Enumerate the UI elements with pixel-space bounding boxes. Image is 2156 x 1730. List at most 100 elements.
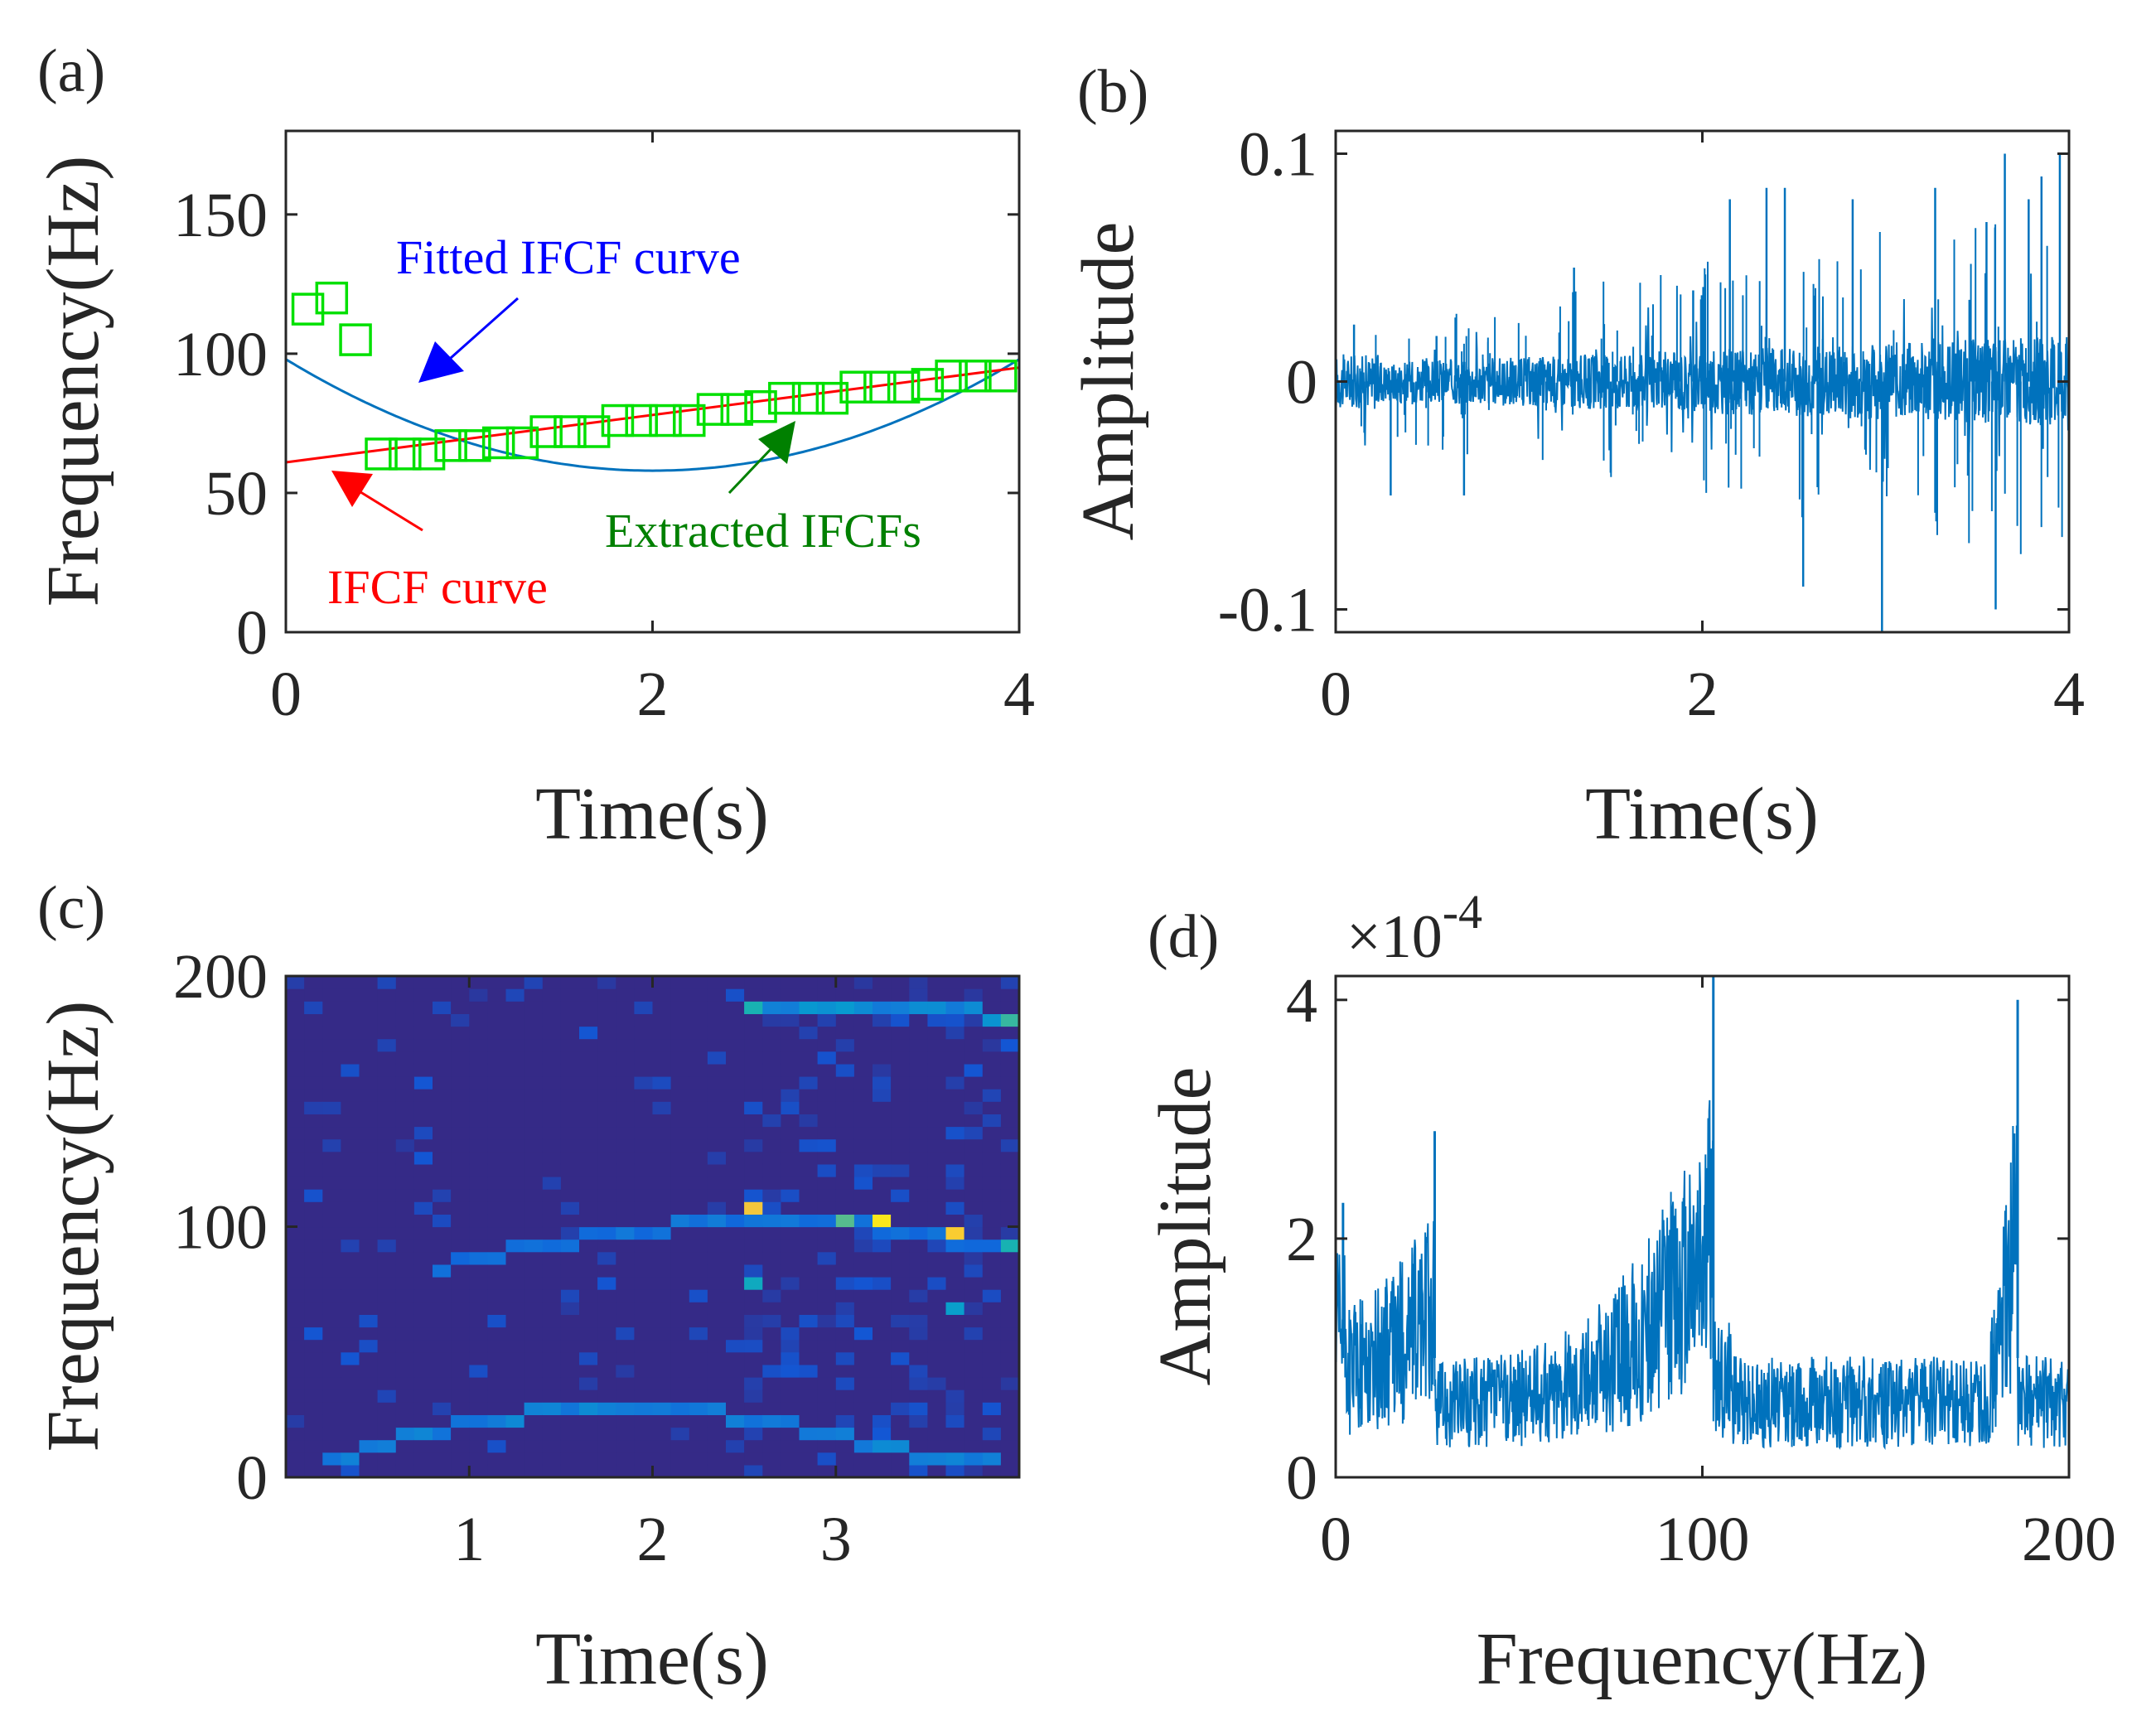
extracted-ifcf-marker — [959, 360, 992, 393]
heatmap-cell — [873, 1364, 892, 1378]
heatmap-cell — [579, 1138, 598, 1153]
heatmap-cell — [964, 1163, 984, 1177]
heatmap-cell — [469, 1351, 488, 1365]
heatmap-cell — [413, 988, 433, 1002]
heatmap-cell — [1000, 1063, 1020, 1077]
heatmap-cell — [377, 1452, 397, 1466]
heatmap-cell — [873, 988, 892, 1002]
heatmap-cell — [799, 1189, 819, 1202]
heatmap-cell — [304, 1038, 323, 1052]
heatmap-cell — [909, 1239, 928, 1253]
panel-d-ylabel: Amplitude — [1144, 1067, 1226, 1386]
heatmap-cell — [982, 1326, 1002, 1341]
heatmap-cell — [781, 1377, 800, 1390]
heatmap-cell — [744, 1452, 763, 1466]
heatmap-cell — [799, 1289, 819, 1302]
heatmap-cell — [542, 1402, 562, 1415]
heatmap-cell — [579, 976, 598, 989]
heatmap-cell — [744, 1339, 763, 1353]
heatmap-cell — [781, 1226, 800, 1240]
heatmap-cell — [982, 1138, 1002, 1153]
heatmap-cell — [799, 1389, 819, 1403]
heatmap-cell — [377, 1151, 397, 1165]
heatmap-cell — [799, 1013, 819, 1027]
heatmap-cell — [377, 1239, 397, 1253]
heatmap-cell — [524, 1114, 544, 1128]
heatmap-cell — [873, 1226, 892, 1240]
panel-d-xlabel: Frequency(Hz) — [1477, 1618, 1928, 1700]
heatmap-cell — [359, 1177, 379, 1190]
heatmap-cell — [395, 976, 415, 989]
heatmap-cell — [982, 1063, 1002, 1077]
heatmap-cell — [873, 1076, 892, 1090]
heatmap-cell — [634, 1377, 654, 1390]
heatmap-cell — [891, 1114, 910, 1128]
heatmap-cell — [817, 1402, 837, 1415]
heatmap-cell — [560, 1351, 580, 1365]
heatmap-cell — [359, 1089, 379, 1102]
extracted-ifcf-marker — [505, 426, 539, 460]
heatmap-cell — [652, 1226, 672, 1240]
heatmap-cell — [781, 1013, 800, 1027]
heatmap-cell — [616, 988, 635, 1002]
heatmap-cell — [469, 1364, 488, 1378]
heatmap-cell — [304, 1402, 323, 1415]
heatmap-cell — [560, 1189, 580, 1202]
heatmap-cell — [505, 1151, 525, 1165]
heatmap-cell — [927, 1377, 947, 1390]
heatmap-cell — [927, 1351, 947, 1365]
heatmap-cell — [670, 1402, 690, 1415]
heatmap-cell — [689, 1214, 708, 1228]
heatmap-cell — [487, 1138, 507, 1153]
heatmap-cell — [744, 1114, 763, 1128]
heatmap-cell — [835, 1114, 855, 1128]
heatmap-cell — [726, 1377, 745, 1390]
heatmap-cell — [304, 1189, 323, 1202]
heatmap-cell — [853, 1226, 873, 1240]
heatmap-cell — [487, 1439, 507, 1453]
heatmap-cell — [799, 1038, 819, 1052]
heatmap-cell — [670, 1452, 690, 1466]
heatmap-cell — [433, 1427, 452, 1441]
heatmap-cell — [762, 1051, 781, 1065]
heatmap-cell — [377, 1163, 397, 1177]
heatmap-cell — [433, 1214, 452, 1228]
heatmap-cell — [982, 1201, 1002, 1215]
heatmap-cell — [286, 1351, 305, 1365]
heatmap-cell — [542, 1076, 562, 1090]
heatmap-cell — [762, 1126, 781, 1140]
heatmap-cell — [873, 1126, 892, 1140]
heatmap-cell — [616, 1251, 635, 1265]
heatmap-cell — [927, 1189, 947, 1202]
heatmap-cell — [341, 1439, 360, 1453]
heatmap-cell — [927, 1177, 947, 1190]
heatmap-cell — [927, 1026, 947, 1040]
heatmap-cell — [835, 1251, 855, 1265]
heatmap-cell — [927, 1013, 947, 1027]
panel-a-xtick-label: 4 — [1003, 660, 1035, 729]
heatmap-cell — [341, 1339, 360, 1353]
heatmap-cell — [817, 1189, 837, 1202]
heatmap-cell — [579, 1427, 598, 1441]
heatmap-cell — [853, 1214, 873, 1228]
heatmap-cell — [707, 1439, 727, 1453]
heatmap-cell — [927, 1452, 947, 1466]
heatmap-cell — [853, 1377, 873, 1390]
heatmap-cell — [322, 1302, 341, 1315]
heatmap-cell — [817, 1126, 837, 1140]
heatmap-cell — [433, 1389, 452, 1403]
panel-d-label: (d) — [1148, 903, 1219, 971]
heatmap-cell — [341, 1177, 360, 1190]
heatmap-cell — [781, 1126, 800, 1140]
heatmap-cell — [560, 1251, 580, 1265]
heatmap-cell — [762, 1264, 781, 1278]
heatmap-cell — [469, 1326, 488, 1341]
heatmap-cell — [652, 988, 672, 1002]
heatmap-cell — [505, 1277, 525, 1290]
arrow-fitted — [418, 297, 519, 383]
heatmap-cell — [487, 1302, 507, 1315]
heatmap-cell — [726, 1314, 745, 1328]
heatmap-cell — [927, 1001, 947, 1014]
